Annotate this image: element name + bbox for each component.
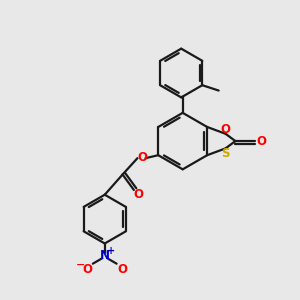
Text: S: S [221, 147, 230, 160]
Text: +: + [106, 246, 115, 256]
Text: O: O [137, 152, 147, 164]
Text: O: O [117, 262, 127, 275]
Text: O: O [82, 262, 92, 275]
Text: O: O [134, 188, 144, 201]
Text: −: − [76, 260, 86, 270]
Text: O: O [256, 135, 266, 148]
Text: N: N [100, 250, 110, 262]
Text: O: O [220, 122, 230, 136]
